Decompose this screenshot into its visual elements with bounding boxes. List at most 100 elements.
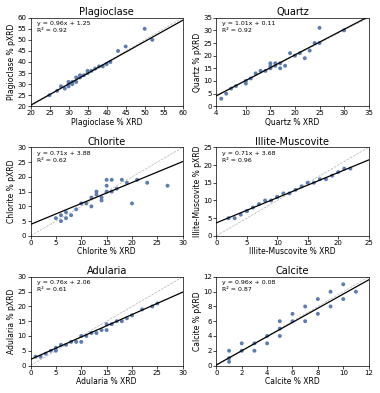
Title: Quartz: Quartz <box>276 7 309 17</box>
Point <box>46 92 52 98</box>
Point <box>63 342 69 348</box>
Point <box>231 215 238 221</box>
Point <box>340 296 346 302</box>
X-axis label: Plagioclase % XRD: Plagioclase % XRD <box>71 118 142 127</box>
Point <box>58 212 64 219</box>
Point <box>78 333 84 339</box>
Point <box>299 183 305 189</box>
Point <box>119 177 125 183</box>
Point <box>63 209 69 215</box>
Point <box>98 197 104 204</box>
Y-axis label: Calcite % pXRD: Calcite % pXRD <box>193 292 202 351</box>
Point <box>73 79 79 85</box>
Point <box>89 330 95 336</box>
Point <box>264 340 270 347</box>
Point <box>65 81 71 87</box>
Point <box>250 204 256 211</box>
Title: Chlorite: Chlorite <box>87 136 126 147</box>
X-axis label: Illite-Muscovite % XRD: Illite-Muscovite % XRD <box>249 248 336 257</box>
Point <box>274 194 280 200</box>
Text: y = 0.96x + 1.25
R² = 0.92: y = 0.96x + 1.25 R² = 0.92 <box>36 21 90 33</box>
Text: y = 0.96x + 0.08
R² = 0.87: y = 0.96x + 0.08 R² = 0.87 <box>222 281 276 292</box>
Point <box>89 203 95 209</box>
Point <box>226 359 232 365</box>
Point <box>92 66 98 72</box>
Point <box>239 347 245 354</box>
Point <box>77 74 83 81</box>
Point <box>274 194 280 200</box>
Point <box>307 48 313 54</box>
Point <box>142 26 148 32</box>
Point <box>78 339 84 345</box>
Point <box>226 347 232 354</box>
Title: Calcite: Calcite <box>276 266 309 276</box>
Point <box>335 169 341 175</box>
Point <box>104 61 110 67</box>
Point <box>83 200 89 207</box>
Point <box>139 306 145 312</box>
Point <box>69 81 75 87</box>
Point <box>282 62 288 69</box>
Point <box>129 200 135 207</box>
Point <box>124 180 130 186</box>
Text: y = 0.76x + 2.06
R² = 0.61: y = 0.76x + 2.06 R² = 0.61 <box>36 281 90 292</box>
Point <box>239 340 245 347</box>
Point <box>312 40 318 46</box>
Point <box>268 62 274 69</box>
Point <box>33 353 39 360</box>
Point <box>65 83 71 90</box>
Point <box>228 85 234 92</box>
Point <box>149 303 155 310</box>
Point <box>218 95 224 102</box>
Point <box>238 211 244 218</box>
Point <box>252 340 258 347</box>
Point <box>124 315 130 321</box>
Y-axis label: Adularia % pXRD: Adularia % pXRD <box>7 288 16 354</box>
Y-axis label: Plagioclase % pXRD: Plagioclase % pXRD <box>7 24 16 100</box>
Point <box>109 189 115 195</box>
Point <box>277 325 283 332</box>
Point <box>81 72 87 79</box>
Point <box>277 65 283 72</box>
Point <box>223 90 229 97</box>
Point <box>347 165 353 172</box>
Point <box>108 59 114 65</box>
Point <box>243 78 249 84</box>
Point <box>243 80 249 86</box>
Point <box>225 215 231 221</box>
Point <box>258 68 264 74</box>
Y-axis label: Quartz % pXRD: Quartz % pXRD <box>193 32 202 92</box>
Point <box>98 327 104 333</box>
Point <box>54 88 60 94</box>
Point <box>341 27 347 33</box>
Point <box>58 83 64 90</box>
Point <box>83 333 89 339</box>
Point <box>114 185 120 192</box>
Point <box>134 177 140 183</box>
Point <box>272 60 278 66</box>
Point <box>85 68 91 74</box>
Point <box>328 303 334 310</box>
Point <box>119 318 125 324</box>
Title: Plagioclase: Plagioclase <box>79 7 134 17</box>
Point <box>272 62 278 69</box>
X-axis label: Chlorite % XRD: Chlorite % XRD <box>77 248 136 257</box>
Point <box>244 208 250 214</box>
Point <box>93 189 100 195</box>
Point <box>104 327 110 333</box>
Point <box>68 212 74 219</box>
Title: Illite-Muscovite: Illite-Muscovite <box>255 136 329 147</box>
Point <box>63 215 69 221</box>
X-axis label: Adularia % XRD: Adularia % XRD <box>76 377 137 386</box>
Point <box>244 208 250 214</box>
Point <box>38 353 44 360</box>
Point <box>104 189 110 195</box>
Point <box>93 330 100 336</box>
Point <box>149 37 155 43</box>
Point <box>104 321 110 327</box>
Point <box>315 296 321 302</box>
Point <box>290 311 296 317</box>
Point <box>73 339 79 345</box>
Point <box>248 75 254 82</box>
Point <box>328 288 334 295</box>
